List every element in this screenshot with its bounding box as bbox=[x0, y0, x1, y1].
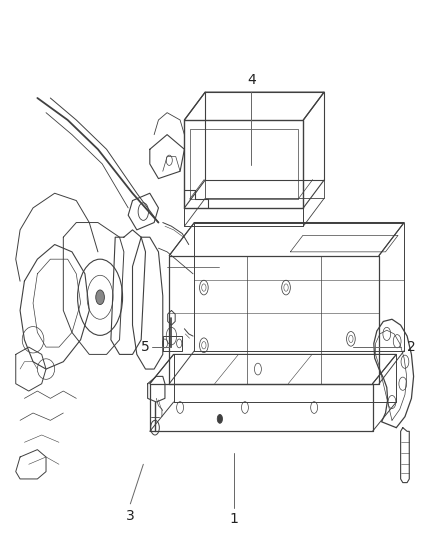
Text: 3: 3 bbox=[126, 508, 135, 522]
Text: 1: 1 bbox=[230, 512, 239, 526]
Circle shape bbox=[217, 415, 223, 423]
Text: 5: 5 bbox=[141, 340, 150, 354]
Circle shape bbox=[96, 290, 104, 304]
Text: 4: 4 bbox=[247, 72, 256, 87]
Text: 2: 2 bbox=[407, 340, 416, 354]
